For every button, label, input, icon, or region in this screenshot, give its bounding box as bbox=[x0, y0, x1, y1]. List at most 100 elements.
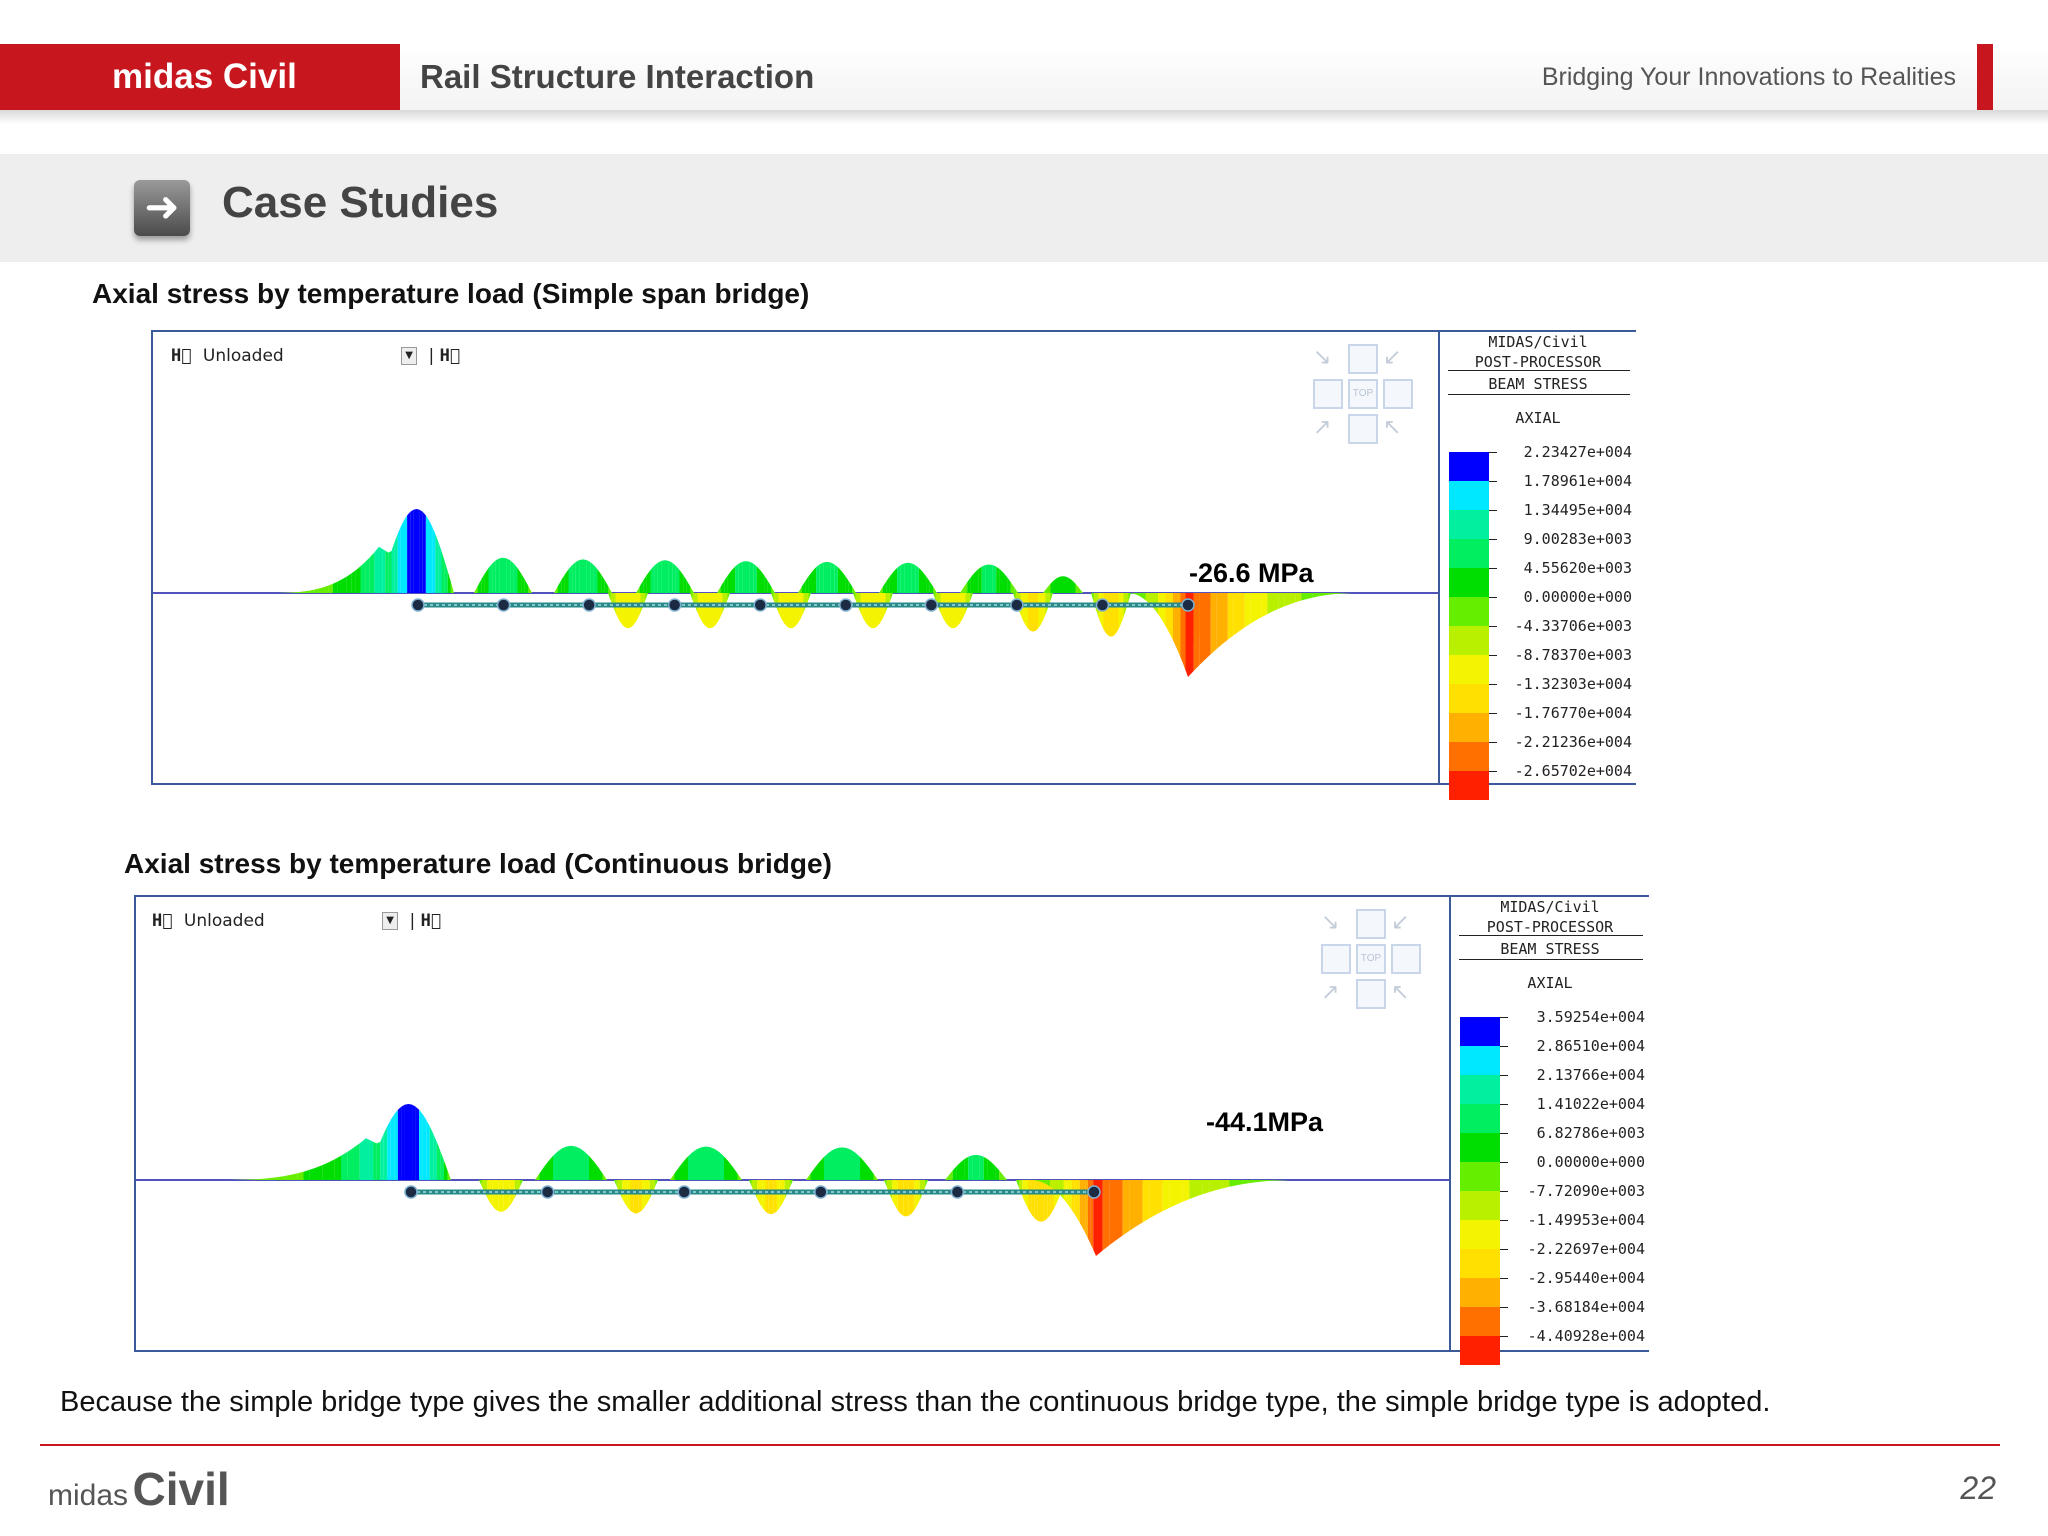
stress-segment bbox=[827, 561, 831, 593]
stress-segment bbox=[873, 593, 876, 629]
structure-icon[interactable]: H⃚ bbox=[420, 911, 442, 931]
stress-segment bbox=[819, 562, 824, 593]
legend-value: 6.82786e+003 bbox=[1536, 1124, 1645, 1142]
stress-segment bbox=[873, 1173, 878, 1180]
stress-segment bbox=[297, 1171, 304, 1180]
stress-segment bbox=[1044, 1180, 1048, 1185]
stress-segment bbox=[544, 1160, 549, 1180]
legend-color-swatch bbox=[1449, 481, 1489, 510]
stress-segment bbox=[1170, 593, 1173, 641]
stress-segment bbox=[1312, 593, 1319, 598]
section-band bbox=[0, 154, 2048, 262]
legend-value: -2.65702e+004 bbox=[1514, 762, 1632, 780]
legend-color-swatch bbox=[1460, 1017, 1500, 1046]
stress-segment bbox=[911, 563, 916, 593]
stress-segment bbox=[638, 1180, 642, 1213]
legend-header-line: MIDAS/Civil bbox=[1500, 898, 1600, 916]
stress-segment bbox=[410, 509, 414, 593]
stress-segment bbox=[715, 1149, 720, 1180]
stress-segment bbox=[1210, 593, 1217, 655]
stress-segment bbox=[589, 1155, 594, 1180]
stress-segment bbox=[1216, 593, 1222, 650]
stress-segment bbox=[945, 593, 948, 626]
stress-segment bbox=[1041, 1180, 1045, 1222]
stress-segment bbox=[433, 1133, 437, 1180]
header-shadow bbox=[0, 110, 2048, 124]
stress-segment bbox=[1242, 1180, 1250, 1185]
stress-segment bbox=[650, 565, 655, 593]
unloaded-icon[interactable]: H⃚ bbox=[152, 911, 173, 931]
stress-segment bbox=[1050, 593, 1053, 601]
view-cube-top[interactable]: TOP bbox=[1348, 379, 1378, 409]
stress-segment bbox=[926, 576, 930, 593]
stress-segment bbox=[322, 1162, 329, 1180]
unloaded-icon[interactable]: H⃚ bbox=[171, 346, 192, 366]
stress-segment bbox=[1045, 586, 1048, 593]
stress-segment bbox=[1196, 1180, 1203, 1197]
stress-segment bbox=[1039, 1180, 1042, 1183]
stress-segment bbox=[1180, 593, 1183, 664]
stress-segment bbox=[1078, 586, 1081, 593]
stress-segment bbox=[514, 1180, 518, 1198]
view-cube[interactable]: ↘ ↙ TOP ↗ ↖ bbox=[1313, 344, 1413, 444]
stress-segment bbox=[771, 586, 775, 593]
stress-segment bbox=[900, 1180, 904, 1216]
legend-rule bbox=[1448, 394, 1630, 395]
stress-legend: MIDAS/Civil POST-PROCESSOR BEAM STRESS AXIA… bbox=[1449, 897, 1649, 1365]
stress-segment bbox=[897, 1180, 901, 1214]
stress-segment bbox=[1249, 1180, 1256, 1184]
stress-segment bbox=[314, 588, 319, 593]
stress-segment bbox=[303, 1169, 310, 1180]
stress-segment bbox=[1028, 593, 1031, 631]
stress-segment bbox=[1116, 1180, 1123, 1241]
stress-segment bbox=[833, 1147, 838, 1180]
legend-color-swatch bbox=[1449, 452, 1489, 481]
pier-support bbox=[496, 598, 511, 612]
stress-segment bbox=[593, 565, 598, 593]
legend-tick bbox=[1489, 655, 1497, 656]
legend-header-line: POST-PROCESSOR bbox=[1486, 918, 1614, 936]
legend-value: -7.72090e+003 bbox=[1527, 1182, 1645, 1200]
stress-segment bbox=[1073, 581, 1076, 593]
stress-segment bbox=[355, 566, 361, 593]
stress-segment bbox=[1182, 1180, 1190, 1202]
structure-icon[interactable]: H⃚ bbox=[439, 346, 461, 366]
view-cube[interactable]: ↘ ↙ TOP ↗ ↖ bbox=[1321, 909, 1421, 1009]
stress-segment bbox=[426, 1119, 430, 1180]
stress-segment bbox=[882, 581, 887, 593]
pier-support bbox=[924, 598, 939, 612]
stress-segment bbox=[970, 593, 973, 600]
stress-segment bbox=[528, 586, 532, 593]
stress-segment bbox=[1250, 593, 1256, 624]
stress-segment bbox=[479, 1180, 482, 1187]
stress-segment bbox=[812, 567, 817, 593]
stress-segment bbox=[1261, 593, 1268, 618]
stress-segment bbox=[999, 569, 1004, 593]
load-case-label[interactable]: Unloaded bbox=[202, 346, 284, 366]
stress-segment bbox=[672, 562, 676, 593]
legend-tick bbox=[1500, 1336, 1508, 1337]
stress-segment bbox=[764, 575, 768, 593]
stress-segment bbox=[1041, 1180, 1045, 1184]
stress-segment bbox=[408, 1104, 413, 1180]
stress-segment bbox=[291, 1173, 298, 1180]
stress-segment bbox=[401, 1104, 405, 1180]
legend-color-swatch bbox=[1449, 510, 1489, 539]
stress-segment bbox=[878, 593, 881, 626]
stress-segment bbox=[495, 1180, 499, 1212]
view-cube-top[interactable]: TOP bbox=[1356, 944, 1386, 974]
load-case-label[interactable]: Unloaded bbox=[183, 911, 265, 931]
legend-value: 9.00283e+003 bbox=[1523, 530, 1632, 548]
legend-color-swatch bbox=[1460, 1249, 1500, 1278]
stress-diagram bbox=[136, 1104, 1449, 1256]
stress-segment bbox=[373, 1141, 377, 1180]
dropdown-icon[interactable]: ▼ bbox=[401, 347, 418, 365]
stress-segment bbox=[824, 1152, 829, 1180]
stress-segment bbox=[259, 1178, 266, 1180]
stress-segment bbox=[1163, 593, 1166, 626]
dropdown-icon[interactable]: ▼ bbox=[382, 912, 399, 930]
legend-color-swatch bbox=[1449, 626, 1489, 655]
stress-segment bbox=[1014, 587, 1018, 593]
legend-tick bbox=[1500, 1046, 1508, 1047]
arrow-diagonal-icon: ↗ bbox=[1313, 414, 1332, 439]
